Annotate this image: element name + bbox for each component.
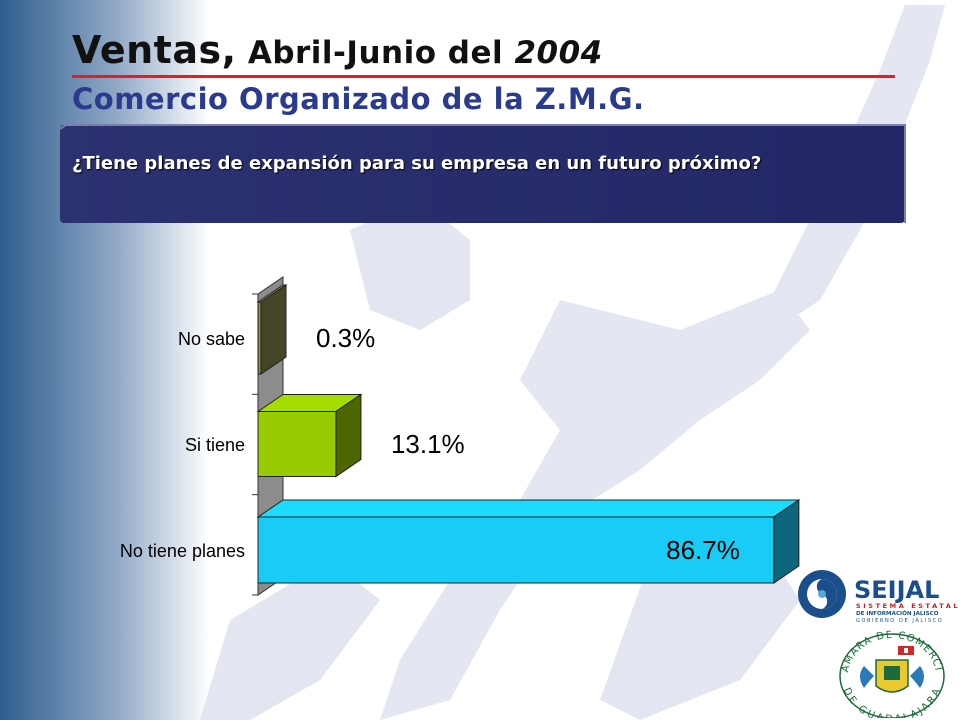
- slide-title: Ventas, Abril-Junio del 2004: [72, 28, 603, 72]
- bar-top-2: [256, 499, 801, 518]
- category-label-0: No sabe: [178, 329, 245, 349]
- seijal-line-3: GOBIERNO DE JALISCO: [856, 618, 943, 624]
- category-label-2: No tiene planes: [120, 541, 245, 561]
- value-label-2: 86.7%: [666, 535, 740, 565]
- question-box: [60, 125, 905, 223]
- title-underline: [72, 75, 895, 78]
- value-label-1: 13.1%: [391, 429, 465, 459]
- left-gradient-band: [0, 0, 210, 720]
- bar-front-0: [257, 301, 262, 375]
- bar-front-2: [257, 516, 775, 584]
- survey-question: ¿Tiene planes de expansión para su empre…: [72, 153, 762, 174]
- seijal-name: SEIJAL: [854, 576, 939, 604]
- seijal-line-2: DE INFORMACIÓN JALISCO: [856, 610, 939, 617]
- seijal-line-1: SISTEMA ESTATAL: [856, 602, 958, 610]
- title-part-3: 2004: [514, 35, 603, 71]
- camara-comercio-seal: CAMARA DE COMERCIO DE GUADALAJARA: [834, 628, 945, 718]
- seijal-logo: SEIJAL SISTEMA ESTATAL DE INFORMACIÓN JA…: [798, 570, 958, 624]
- slide-subtitle: Comercio Organizado de la Z.M.G.: [72, 82, 645, 116]
- value-label-0: 0.3%: [316, 323, 375, 353]
- bar-front-1: [257, 411, 337, 477]
- category-label-1: Si tiene: [185, 435, 245, 455]
- title-part-1: Ventas,: [72, 28, 237, 72]
- title-part-2: Abril-Junio del: [236, 35, 515, 71]
